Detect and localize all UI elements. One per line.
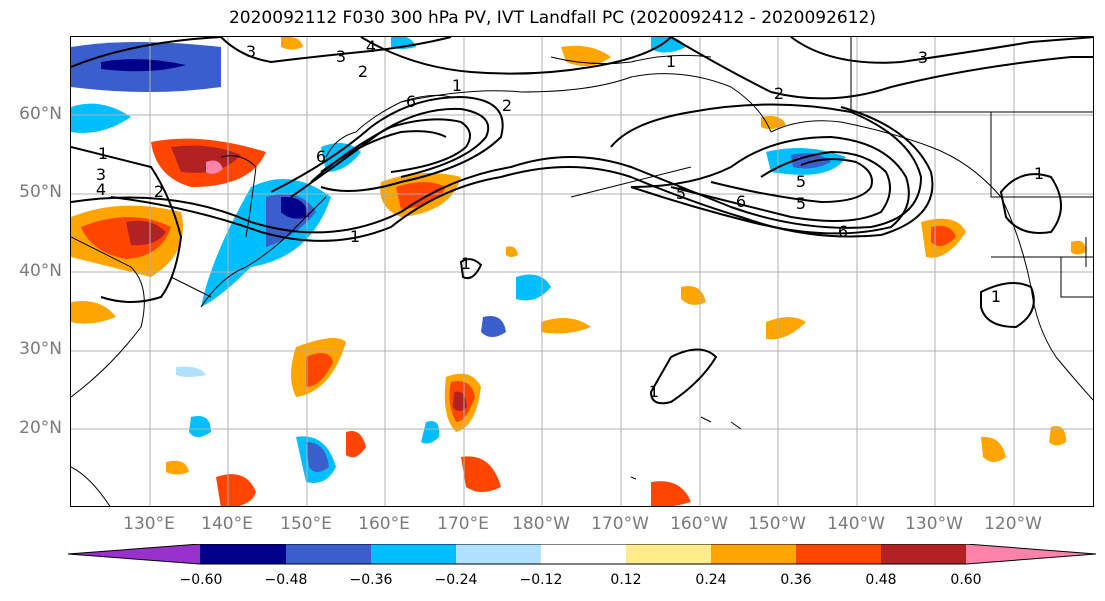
lon-label: 150°W bbox=[748, 514, 806, 534]
colorbar-outline bbox=[68, 544, 1097, 565]
coastlines bbox=[71, 37, 1093, 506]
colorbar-tick: −0.12 bbox=[519, 572, 563, 588]
contour-label: 2 bbox=[358, 62, 368, 81]
colorbar-segment bbox=[371, 544, 456, 564]
graticule bbox=[71, 37, 1093, 506]
map-svg: 3 4 3 2 3 1 2 1 2 1 3 4 2 1 5 6 5 5 6 6 … bbox=[71, 37, 1093, 506]
contour-label: 4 bbox=[96, 180, 106, 199]
contour-label: 1 bbox=[991, 287, 1001, 306]
contour-label: 5 bbox=[796, 172, 806, 191]
lon-label: 180°W bbox=[512, 514, 570, 534]
map-title: 2020092112 F030 300 hPa PV, IVT Landfall… bbox=[228, 8, 876, 28]
lon-label: 170°E bbox=[437, 514, 489, 534]
colorbar-segment bbox=[456, 544, 541, 564]
lat-label: 50°N bbox=[19, 182, 62, 202]
contour-label: 1 bbox=[461, 254, 471, 273]
negative-anomaly-shading bbox=[71, 37, 846, 483]
lat-label: 30°N bbox=[19, 339, 62, 359]
lon-label: 170°W bbox=[591, 514, 649, 534]
contour-label: 4 bbox=[366, 37, 376, 56]
lon-label: 160°E bbox=[358, 514, 410, 534]
colorbar-tick: 0.24 bbox=[695, 572, 727, 588]
pv-contours bbox=[71, 37, 1093, 405]
contour-label: 6 bbox=[316, 147, 326, 166]
contour-label: 1 bbox=[649, 382, 659, 401]
lon-label: 130°W bbox=[905, 514, 963, 534]
colorbar-tick: 0.48 bbox=[865, 572, 897, 588]
contour-label: 6 bbox=[838, 222, 848, 241]
positive-anomaly-shading bbox=[71, 37, 1086, 506]
contour-label: 1 bbox=[98, 144, 108, 163]
colorbar-tick: −0.24 bbox=[434, 572, 478, 588]
lat-label: 60°N bbox=[19, 104, 62, 124]
colorbar-tick: −0.60 bbox=[179, 572, 223, 588]
colorbar-tick: 0.36 bbox=[780, 572, 812, 588]
map-panel: 3 4 3 2 3 1 2 1 2 1 3 4 2 1 5 6 5 5 6 6 … bbox=[70, 36, 1094, 507]
colorbar-segment bbox=[200, 544, 286, 564]
contour-label: 6 bbox=[736, 192, 746, 211]
contour-label: 5 bbox=[796, 194, 806, 213]
contour-label: 1 bbox=[452, 76, 462, 95]
contour-label: 3 bbox=[918, 48, 928, 67]
lat-label: 40°N bbox=[19, 261, 62, 281]
colorbar-tick: 0.12 bbox=[610, 572, 642, 588]
lon-label: 130°E bbox=[123, 514, 175, 534]
lon-label: 140°W bbox=[827, 514, 885, 534]
contour-labels: 3 4 3 2 3 1 2 1 2 1 3 4 2 1 5 6 5 5 6 6 … bbox=[96, 37, 1044, 401]
lon-label: 120°W bbox=[984, 514, 1042, 534]
contour-label: 2 bbox=[154, 182, 164, 201]
lon-label: 140°E bbox=[201, 514, 253, 534]
contour-label: 3 bbox=[336, 47, 346, 66]
lat-label: 20°N bbox=[19, 418, 62, 438]
contour-label: 2 bbox=[502, 96, 512, 115]
contour-label: 3 bbox=[246, 42, 256, 61]
colorbar-tick: 0.60 bbox=[950, 572, 982, 588]
contour-label: 2 bbox=[774, 84, 784, 103]
contour-label: 1 bbox=[1034, 164, 1044, 183]
contour-label: 3 bbox=[96, 165, 106, 184]
colorbar-segment bbox=[881, 544, 966, 564]
contour-label: 1 bbox=[350, 227, 360, 246]
lon-label: 150°E bbox=[280, 514, 332, 534]
lon-label: 160°W bbox=[670, 514, 728, 534]
colorbar-segment bbox=[286, 544, 371, 564]
colorbar-segment bbox=[68, 544, 200, 564]
colorbar-segment bbox=[711, 544, 796, 564]
colorbar-segment bbox=[626, 544, 711, 564]
colorbar-segment bbox=[966, 544, 1096, 564]
colorbar-tick: −0.36 bbox=[349, 572, 393, 588]
colorbar-tick: −0.48 bbox=[264, 572, 308, 588]
contour-label: 1 bbox=[666, 52, 676, 71]
contour-label: 5 bbox=[676, 184, 686, 203]
contour-label: 6 bbox=[406, 92, 416, 111]
colorbar-segment bbox=[796, 544, 881, 564]
colorbar bbox=[68, 544, 1097, 565]
colorbar-segment bbox=[541, 544, 626, 564]
